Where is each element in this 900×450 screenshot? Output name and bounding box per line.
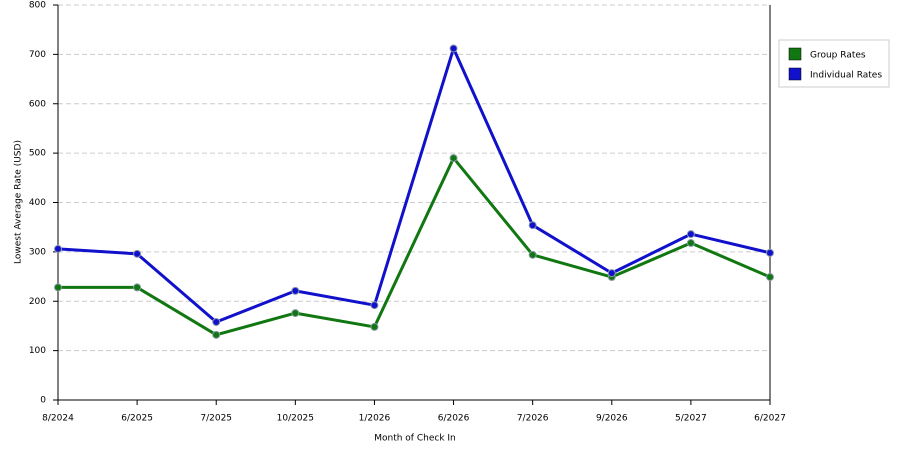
y-tick-label: 500: [29, 149, 46, 159]
data-point: [449, 44, 458, 53]
y-tick-label: 0: [40, 396, 46, 406]
y-tick-label: 300: [29, 247, 46, 257]
data-point: [766, 248, 774, 257]
data-point: [291, 309, 300, 318]
data-point: [370, 322, 379, 331]
data-point: [133, 283, 142, 292]
x-tick-label: 7/2026: [517, 414, 549, 424]
legend-swatch: [788, 47, 802, 61]
data-point: [212, 317, 221, 326]
data-point: [212, 330, 221, 339]
x-axis-label: Month of Check In: [374, 434, 456, 444]
x-tick-label: 6/2027: [754, 414, 786, 424]
y-tick-label: 400: [29, 198, 46, 208]
x-tick-label: 5/2027: [675, 414, 707, 424]
data-point: [133, 249, 142, 258]
data-point: [528, 250, 537, 259]
x-tick-label: 8/2024: [42, 414, 74, 424]
data-point: [528, 221, 537, 230]
y-tick-label: 100: [29, 346, 46, 356]
data-point: [686, 238, 695, 247]
data-point: [607, 269, 616, 278]
legend-swatch: [788, 67, 802, 81]
data-point: [766, 273, 774, 282]
data-point: [449, 154, 458, 163]
data-point: [686, 230, 695, 239]
x-tick-label: 6/2026: [438, 414, 470, 424]
x-tick-label: 7/2025: [200, 414, 232, 424]
data-point: [291, 286, 300, 295]
y-tick-label: 800: [29, 1, 46, 11]
data-point: [54, 244, 62, 253]
x-tick-label: 9/2026: [596, 414, 628, 424]
series-line: [57, 46, 771, 324]
x-tick-label: 1/2026: [359, 414, 391, 424]
data-point: [54, 283, 62, 292]
data-point: [370, 301, 379, 310]
y-axis-label: Lowest Average Rate (USD): [14, 140, 24, 264]
y-tick-label: 700: [29, 50, 46, 60]
series-line: [58, 156, 771, 337]
y-tick-label: 600: [29, 99, 46, 109]
y-tick-label: 200: [29, 297, 46, 307]
x-tick-label: 10/2025: [277, 414, 314, 424]
legend-label: Group Rates: [810, 51, 866, 61]
x-tick-label: 6/2025: [121, 414, 153, 424]
legend-label: Individual Rates: [810, 71, 882, 81]
